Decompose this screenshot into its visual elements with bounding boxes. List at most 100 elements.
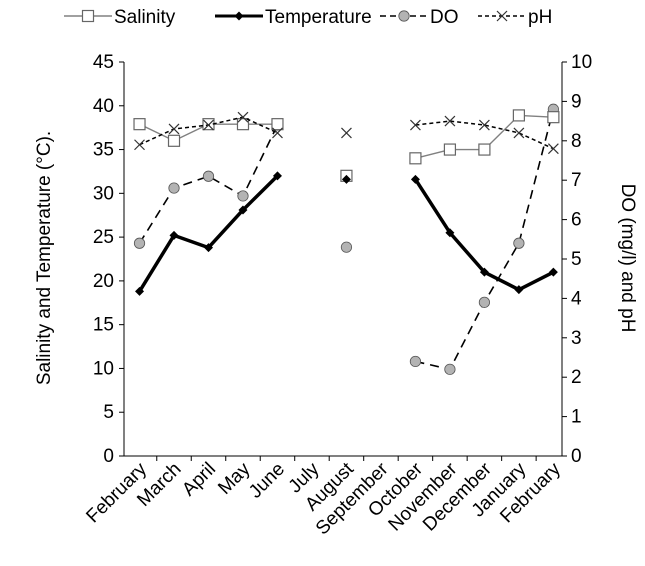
series-temperature-point [272, 171, 282, 181]
series-salinity-point [512, 109, 525, 122]
series-salinity-point [443, 143, 457, 156]
x-tick-label: April [178, 459, 220, 501]
series-do-point [444, 363, 456, 375]
series-do-point [340, 241, 353, 253]
series-temperature-line [138, 174, 279, 293]
x-mark-stroke [203, 119, 214, 131]
series-ph-point [513, 127, 525, 139]
axes: 051015202530354045012345678910FebruaryMa… [82, 52, 592, 539]
y-right-tick-label: 2 [571, 367, 582, 388]
series-ph-point [134, 139, 145, 151]
y-right-tick-label: 4 [571, 288, 582, 309]
series-temperature-point [445, 228, 455, 238]
series-do-point [478, 296, 491, 308]
series-ph [134, 111, 559, 155]
legend-item-do: DO [380, 7, 459, 28]
series-do-point [202, 170, 215, 182]
y-right-tick-label: 0 [571, 446, 582, 467]
y-axis-left-title: Salinity and Temperature (°C). [34, 131, 55, 385]
y-left-tick-label: 20 [93, 271, 114, 292]
y-right-tick-label: 5 [571, 249, 582, 270]
series-ph-point [410, 119, 421, 131]
y-right-tick-label: 9 [571, 91, 582, 112]
y-left-tick-label: 0 [103, 446, 114, 467]
legend-label: pH [528, 7, 552, 28]
x-mark-stroke [478, 119, 490, 131]
y-left-tick-label: 25 [93, 227, 114, 248]
series-do-point [133, 237, 146, 249]
y-left-tick-label: 40 [93, 96, 114, 117]
series-salinity-point [478, 143, 491, 156]
series-salinity-point [271, 118, 284, 131]
series-temperature-point [238, 205, 248, 215]
series-temperature-point [548, 267, 558, 277]
series-do-point [513, 237, 525, 249]
y-left-tick-label: 5 [103, 402, 114, 423]
series-temperature-point [169, 230, 179, 240]
series-ph-point [203, 119, 214, 131]
x-mark-stroke [134, 139, 145, 151]
series-temperature-point [479, 267, 489, 277]
x-mark-stroke [168, 123, 180, 135]
x-mark-stroke [410, 119, 421, 131]
series-layer [133, 103, 560, 375]
series-ph-point [341, 127, 352, 139]
series-salinity [133, 109, 560, 182]
y-left-tick-label: 45 [93, 52, 114, 73]
y-right-tick-label: 7 [571, 170, 582, 191]
legend-label: Temperature [265, 7, 372, 28]
series-ph-point [547, 143, 559, 155]
series-do-line [138, 124, 279, 244]
series-ph-point [237, 111, 249, 123]
series-temperature-point [203, 243, 213, 253]
x-mark-stroke [496, 10, 508, 22]
series-ph-point [168, 123, 180, 135]
legend-point [234, 11, 244, 21]
series-do-point [409, 355, 422, 368]
series-salinity-point [409, 152, 422, 165]
y-right-tick-label: 1 [571, 407, 582, 428]
series-ph-point [444, 115, 456, 127]
series-temperature-point [514, 285, 524, 295]
x-mark-stroke [272, 127, 283, 139]
x-mark-stroke [547, 143, 559, 155]
series-temperature [135, 171, 558, 296]
legend-label: DO [430, 7, 459, 28]
series-salinity-point [236, 118, 250, 131]
legend-item-salinity: Salinity [64, 7, 176, 28]
series-do-point [237, 190, 249, 202]
series-salinity-point [167, 134, 181, 147]
y-left-tick-label: 15 [93, 315, 114, 336]
y-right-tick-label: 8 [571, 131, 582, 152]
x-mark-stroke [444, 115, 456, 127]
legend-point [398, 10, 410, 22]
y-right-tick-label: 3 [571, 328, 582, 349]
legend-label: Salinity [114, 7, 176, 28]
series-salinity-point [202, 118, 215, 131]
y-right-tick-label: 6 [571, 210, 582, 231]
y-left-tick-label: 10 [93, 358, 114, 379]
y-left-tick-label: 30 [93, 183, 114, 204]
series-temperature-point [410, 174, 420, 184]
legend-item-temperature: Temperature [215, 7, 372, 28]
y-axis-right-title: DO (mg/l) and pH [617, 184, 638, 333]
series-temperature-point [341, 174, 351, 184]
x-tick-label: June [245, 459, 289, 503]
series-do [133, 103, 559, 375]
series-do-point [168, 182, 180, 194]
y-right-tick-label: 10 [571, 52, 592, 73]
legend-point [496, 10, 508, 22]
legend-point [81, 9, 95, 23]
legend: Salinity Temperature DO pH [64, 7, 552, 28]
x-mark-stroke [513, 127, 525, 139]
x-mark-stroke [341, 127, 352, 139]
series-salinity-point [547, 111, 560, 124]
series-salinity-point [133, 118, 146, 131]
series-temperature-point [135, 286, 145, 296]
y-left-tick-label: 35 [93, 140, 114, 161]
series-ph-line [415, 120, 554, 150]
x-mark-stroke [237, 111, 249, 123]
legend-item-ph: pH [478, 7, 552, 28]
series-ph-point [272, 127, 283, 139]
